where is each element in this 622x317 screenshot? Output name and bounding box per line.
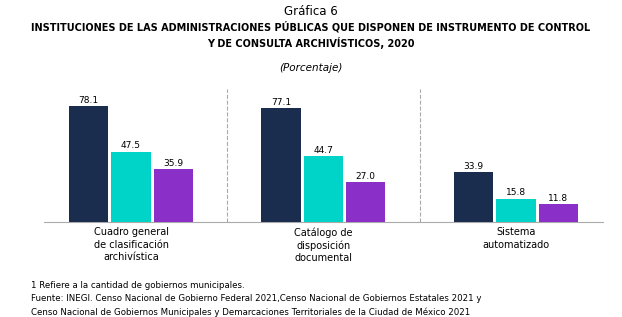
Text: 1 Refiere a la cantidad de gobiernos municipales.: 1 Refiere a la cantidad de gobiernos mun… xyxy=(31,281,244,289)
Text: 11.8: 11.8 xyxy=(548,194,569,203)
Text: Gráfica 6: Gráfica 6 xyxy=(284,5,338,18)
Bar xyxy=(304,156,343,222)
Text: 33.9: 33.9 xyxy=(463,162,483,171)
Text: 27.0: 27.0 xyxy=(356,172,376,181)
Text: 15.8: 15.8 xyxy=(506,188,526,197)
Bar xyxy=(261,108,301,222)
Text: 44.7: 44.7 xyxy=(313,146,333,155)
Text: 47.5: 47.5 xyxy=(121,141,141,151)
Text: INSTITUCIONES DE LAS ADMINISTRACIONES PÚBLICAS QUE DISPONEN DE INSTRUMENTO DE CO: INSTITUCIONES DE LAS ADMINISTRACIONES PÚ… xyxy=(31,21,591,49)
Bar xyxy=(111,152,151,222)
Text: (Porcentaje): (Porcentaje) xyxy=(279,63,343,74)
Text: 35.9: 35.9 xyxy=(164,158,183,168)
Text: Censo Nacional de Gobiernos Municipales y Demarcaciones Territoriales de la Ciud: Censo Nacional de Gobiernos Municipales … xyxy=(31,307,470,317)
Bar xyxy=(454,172,493,222)
Bar xyxy=(69,107,108,222)
Text: 78.1: 78.1 xyxy=(78,96,99,105)
Bar xyxy=(154,169,193,222)
Text: 77.1: 77.1 xyxy=(271,98,291,107)
Bar xyxy=(346,182,386,222)
Text: Fuente: INEGI. Censo Nacional de Gobierno Federal 2021,Censo Nacional de Gobiern: Fuente: INEGI. Censo Nacional de Gobiern… xyxy=(31,294,481,303)
Bar xyxy=(496,198,536,222)
Bar xyxy=(539,204,578,222)
